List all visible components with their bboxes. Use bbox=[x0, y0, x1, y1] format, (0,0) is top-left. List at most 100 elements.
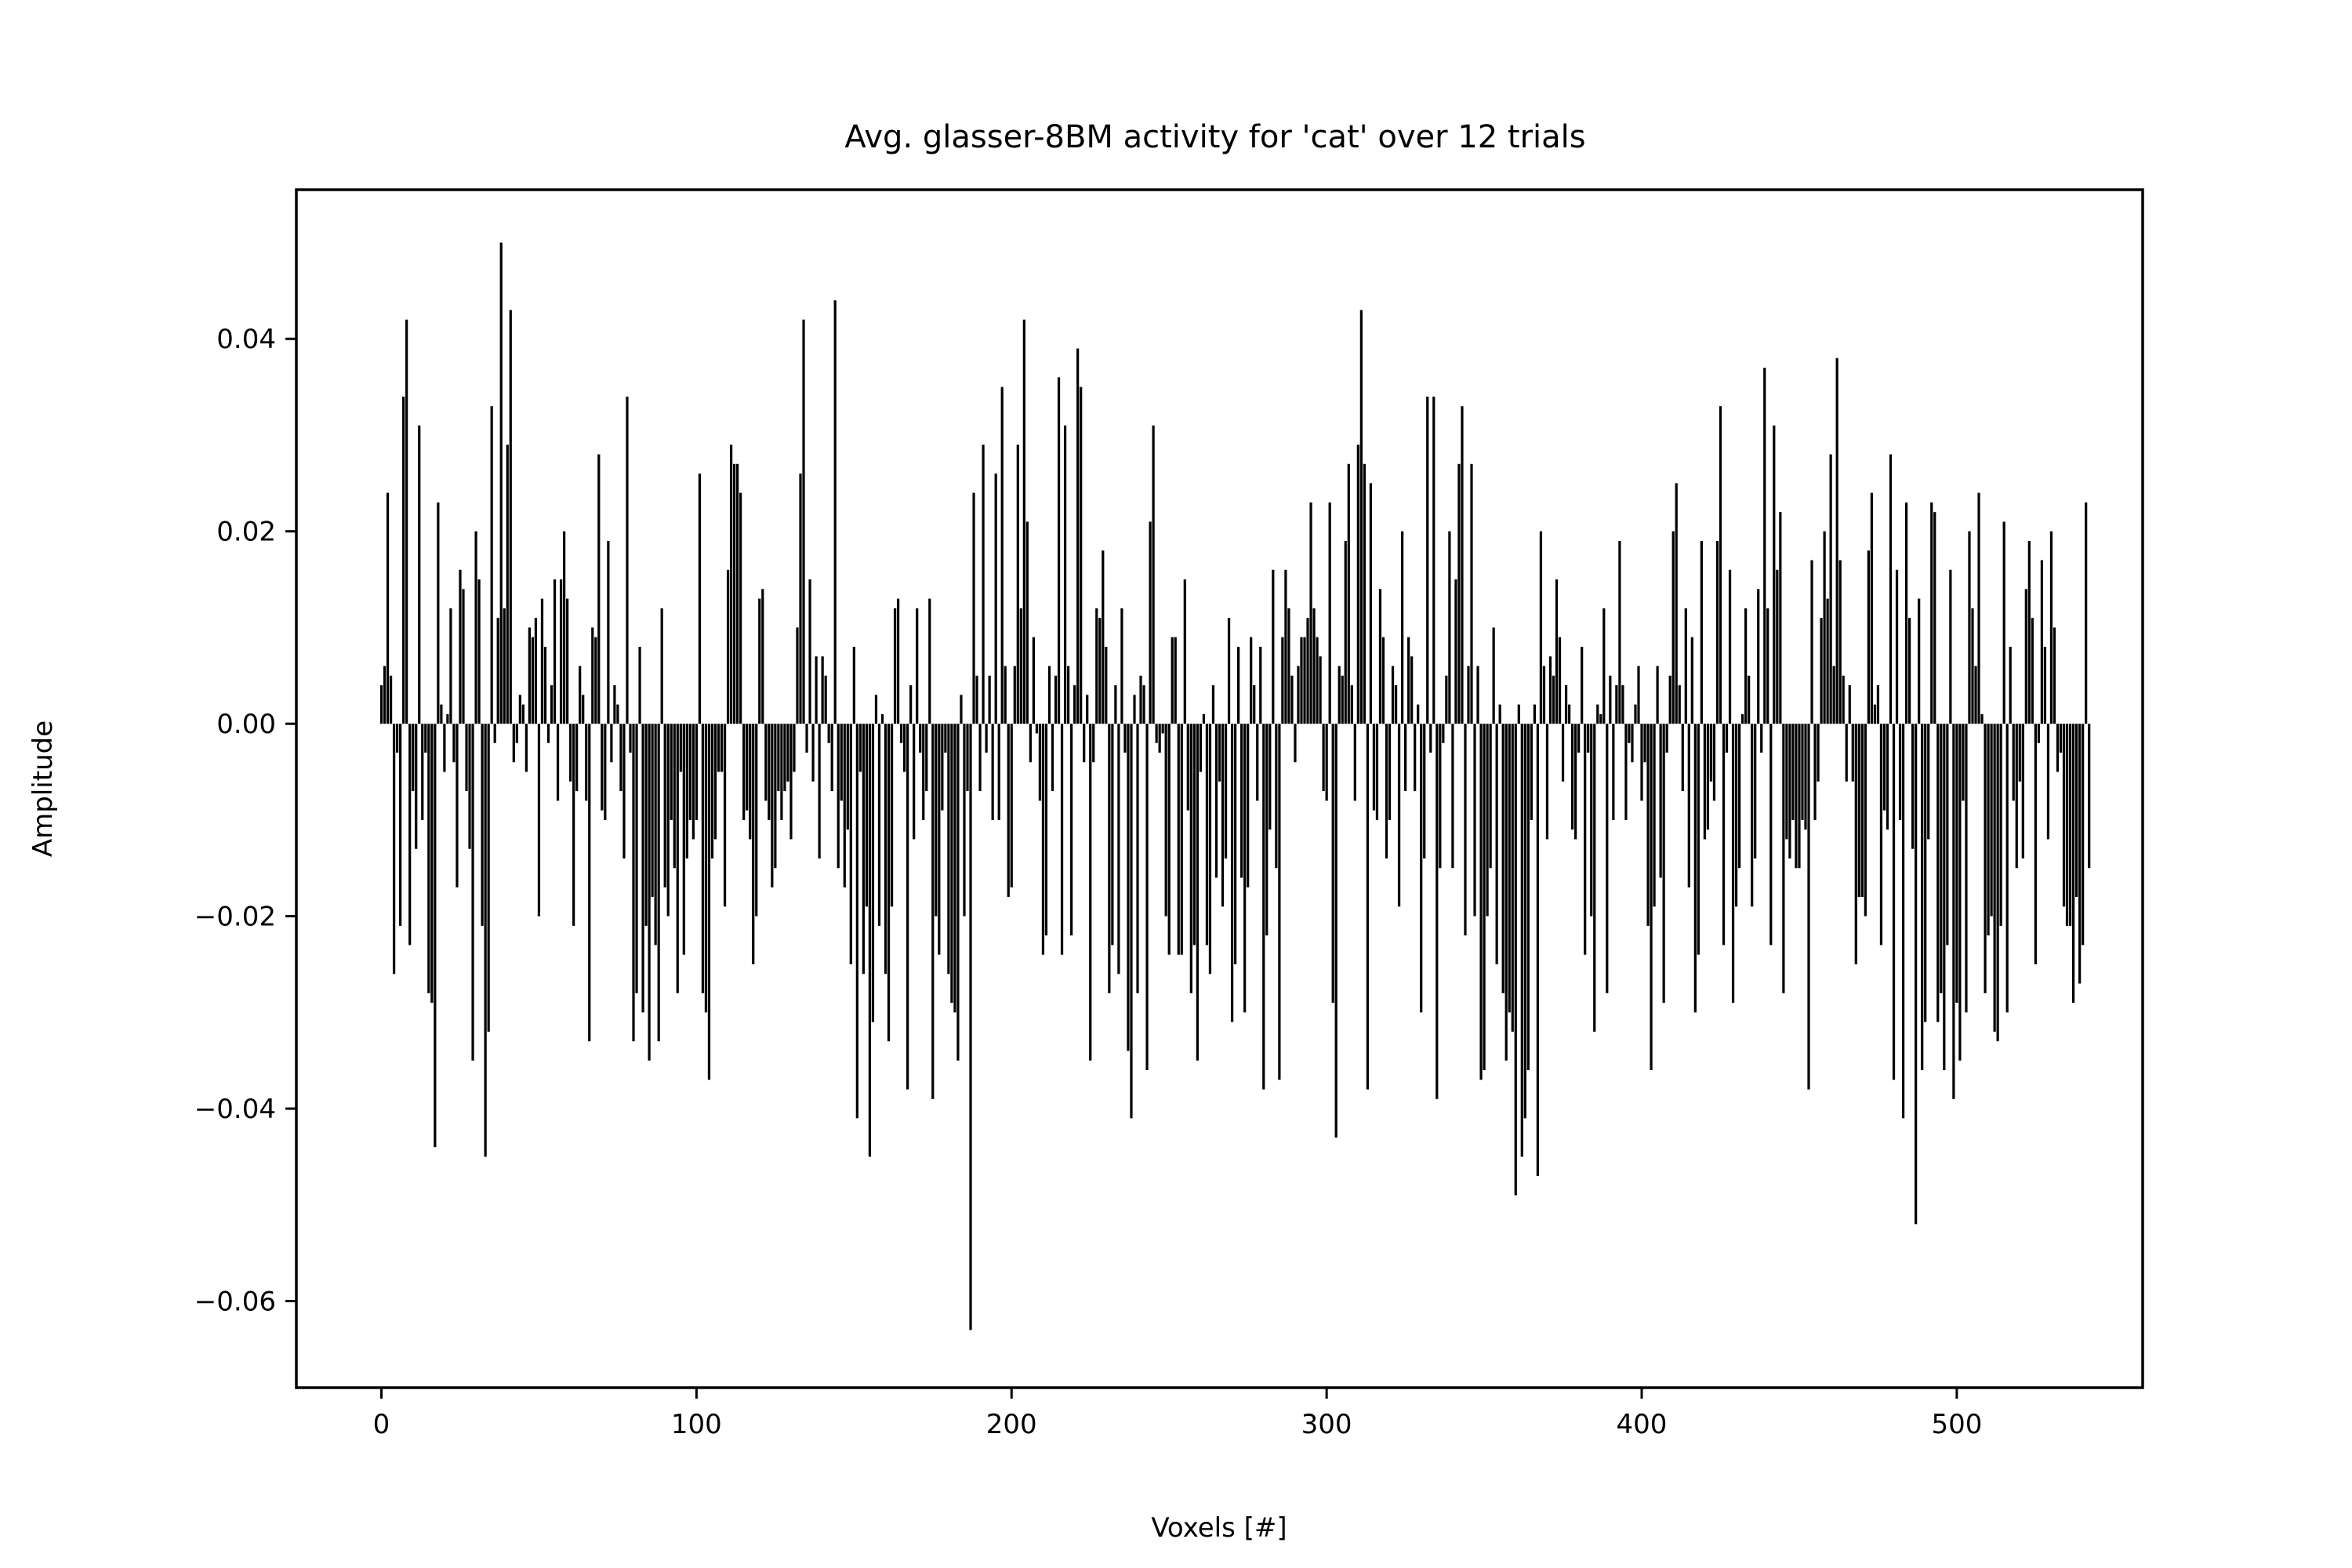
bar bbox=[827, 724, 830, 743]
bar bbox=[1054, 675, 1058, 724]
bar bbox=[386, 492, 390, 724]
bar bbox=[1697, 724, 1700, 955]
bar bbox=[2062, 724, 2066, 907]
bar bbox=[1199, 724, 1202, 772]
bar bbox=[1278, 724, 1281, 1080]
bar bbox=[1665, 724, 1668, 753]
bar bbox=[736, 463, 739, 724]
bar bbox=[884, 724, 887, 975]
bar bbox=[1375, 724, 1379, 820]
bar bbox=[1700, 540, 1703, 724]
bar bbox=[1272, 569, 1275, 724]
bar bbox=[1514, 724, 1517, 1196]
bar bbox=[2059, 724, 2063, 753]
bar bbox=[1748, 675, 1751, 724]
bar bbox=[474, 531, 477, 724]
bar bbox=[1854, 724, 1857, 964]
bar bbox=[1032, 637, 1035, 724]
bar bbox=[1886, 724, 1889, 830]
bar bbox=[613, 685, 616, 724]
bar bbox=[1086, 695, 1089, 724]
bar bbox=[462, 589, 465, 724]
bar bbox=[925, 724, 928, 792]
bar bbox=[1369, 483, 1373, 724]
bar bbox=[928, 598, 931, 724]
bar bbox=[1019, 608, 1022, 724]
chart-title: Avg. glasser-8BM activity for 'cat' over… bbox=[844, 119, 1585, 155]
bar bbox=[1142, 685, 1145, 724]
bar bbox=[1420, 724, 1423, 1013]
bar bbox=[1394, 685, 1398, 724]
bar bbox=[1227, 618, 1231, 724]
bar bbox=[651, 724, 654, 898]
bar bbox=[1712, 724, 1716, 801]
bar bbox=[906, 724, 909, 1090]
bar bbox=[503, 608, 506, 724]
bar bbox=[481, 724, 484, 926]
bar bbox=[1429, 724, 1432, 753]
bar bbox=[843, 724, 846, 887]
bar bbox=[688, 724, 691, 820]
bar bbox=[1876, 685, 1880, 724]
bar bbox=[746, 724, 749, 811]
bar bbox=[2005, 724, 2009, 1013]
bar bbox=[1265, 724, 1269, 936]
bar bbox=[799, 474, 802, 724]
bar bbox=[546, 724, 550, 743]
bar bbox=[1574, 724, 1577, 840]
bar bbox=[1366, 724, 1369, 1090]
bar bbox=[632, 724, 635, 1042]
bar bbox=[2037, 724, 2040, 743]
bar bbox=[1256, 724, 1259, 801]
bar bbox=[534, 618, 538, 724]
bar bbox=[440, 704, 443, 724]
bar bbox=[1218, 724, 1221, 782]
bar bbox=[742, 724, 746, 820]
bar bbox=[1561, 724, 1565, 782]
bar bbox=[402, 396, 405, 724]
bar bbox=[644, 724, 648, 926]
bar bbox=[1177, 724, 1180, 955]
bar bbox=[710, 724, 714, 858]
bar bbox=[1331, 724, 1334, 1004]
bar bbox=[2027, 540, 2031, 724]
bar bbox=[862, 724, 865, 975]
bar bbox=[1757, 589, 1760, 724]
bar bbox=[1681, 724, 1684, 792]
bar bbox=[1492, 627, 1495, 724]
bar bbox=[2068, 724, 2072, 926]
bar bbox=[1473, 724, 1476, 916]
bar bbox=[1558, 637, 1562, 724]
bar bbox=[1882, 724, 1886, 811]
bar bbox=[1102, 550, 1105, 724]
bar bbox=[991, 724, 994, 820]
bar bbox=[1820, 618, 1823, 724]
bar bbox=[1943, 724, 1946, 1070]
y-axis-label: Amplitude bbox=[27, 720, 59, 857]
bar bbox=[1253, 685, 1256, 724]
bar bbox=[871, 724, 875, 1022]
bar bbox=[446, 713, 449, 724]
bar bbox=[793, 724, 796, 772]
bar bbox=[1158, 724, 1161, 753]
bar bbox=[395, 724, 399, 753]
bar bbox=[1243, 724, 1247, 1013]
bar bbox=[704, 724, 708, 1013]
bar bbox=[890, 724, 894, 907]
bar bbox=[1133, 695, 1136, 724]
bar bbox=[1570, 724, 1574, 830]
bar bbox=[1092, 724, 1095, 763]
x-tick-label: 400 bbox=[1617, 1409, 1668, 1440]
bar bbox=[887, 724, 891, 1042]
bar bbox=[963, 724, 966, 916]
bar bbox=[610, 724, 613, 763]
bar bbox=[1606, 724, 1609, 993]
bar bbox=[978, 724, 982, 792]
bar bbox=[947, 724, 950, 975]
bar bbox=[916, 608, 919, 724]
bar bbox=[913, 724, 916, 840]
bar bbox=[2082, 724, 2085, 946]
bar bbox=[499, 242, 503, 724]
bar bbox=[434, 724, 437, 1148]
bar bbox=[1007, 724, 1010, 898]
